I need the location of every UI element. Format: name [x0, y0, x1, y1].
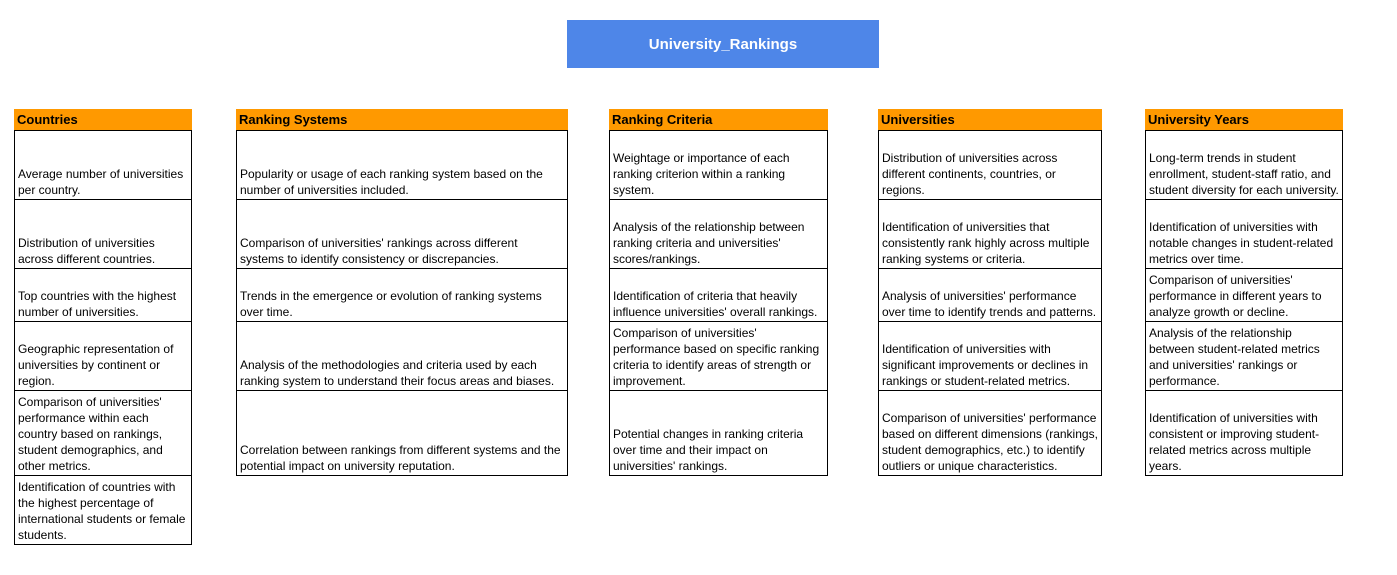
- row-text: Weightage or importance of each ranking …: [613, 151, 790, 197]
- row-text: Potential changes in ranking criteria ov…: [613, 427, 804, 473]
- table-row: Distribution of universities across diff…: [14, 200, 192, 269]
- table-header: Universities: [878, 109, 1102, 130]
- table-row: Correlation between rankings from differ…: [236, 391, 568, 476]
- table-ranking-systems: Ranking Systems Popularity or usage of e…: [236, 109, 568, 476]
- row-text: Correlation between rankings from differ…: [240, 443, 561, 473]
- table-header: Ranking Criteria: [609, 109, 828, 130]
- diagram-title: University_Rankings: [567, 20, 879, 68]
- table-header: Countries: [14, 109, 192, 130]
- row-text: Identification of universities with cons…: [1149, 411, 1320, 473]
- table-row: Identification of universities with sign…: [878, 322, 1102, 391]
- row-text: Identification of countries with the hig…: [18, 480, 186, 542]
- table-row: Top countries with the highest number of…: [14, 269, 192, 322]
- table-row: Identification of countries with the hig…: [14, 476, 192, 545]
- row-text: Distribution of universities across diff…: [18, 236, 156, 266]
- row-text: Geographic representation of universitie…: [18, 342, 174, 388]
- row-text: Identification of universities that cons…: [882, 220, 1090, 266]
- table-ranking-criteria: Ranking Criteria Weightage or importance…: [609, 109, 828, 476]
- table-row: Analysis of the relationship between stu…: [1145, 322, 1343, 391]
- row-text: Analysis of the relationship between ran…: [613, 220, 805, 266]
- table-header: University Years: [1145, 109, 1343, 130]
- table-row: Identification of universities with cons…: [1145, 391, 1343, 476]
- row-text: Comparison of universities' performance …: [882, 411, 1098, 473]
- row-text: Comparison of universities' performance …: [1149, 273, 1322, 319]
- table-row: Geographic representation of universitie…: [14, 322, 192, 391]
- row-text: Analysis of the relationship between stu…: [1149, 326, 1320, 388]
- row-text: Identification of universities with sign…: [882, 342, 1089, 388]
- table-row: Comparison of universities' rankings acr…: [236, 200, 568, 269]
- table-row: Identification of criteria that heavily …: [609, 269, 828, 322]
- table-row: Analysis of universities' performance ov…: [878, 269, 1102, 322]
- table-row: Weightage or importance of each ranking …: [609, 130, 828, 200]
- table-row: Long-term trends in student enrollment, …: [1145, 130, 1343, 200]
- table-header: Ranking Systems: [236, 109, 568, 130]
- table-row: Distribution of universities across diff…: [878, 130, 1102, 200]
- row-text: Top countries with the highest number of…: [18, 289, 177, 319]
- table-row: Identification of universities with nota…: [1145, 200, 1343, 269]
- table-row: Comparison of universities' performance …: [878, 391, 1102, 476]
- row-text: Identification of criteria that heavily …: [613, 289, 818, 319]
- table-row: Trends in the emergence or evolution of …: [236, 269, 568, 322]
- row-text: Comparison of universities' performance …: [18, 395, 163, 473]
- row-text: Long-term trends in student enrollment, …: [1149, 151, 1339, 197]
- table-row: Comparison of universities' performance …: [14, 391, 192, 476]
- table-row: Identification of universities that cons…: [878, 200, 1102, 269]
- row-text: Analysis of the methodologies and criter…: [240, 358, 555, 388]
- table-row: Average number of universities per count…: [14, 130, 192, 200]
- row-text: Popularity or usage of each ranking syst…: [240, 167, 543, 197]
- table-university-years: University Years Long-term trends in stu…: [1145, 109, 1343, 476]
- table-universities: Universities Distribution of universitie…: [878, 109, 1102, 476]
- row-text: Comparison of universities' performance …: [613, 326, 820, 388]
- table-row: Comparison of universities' performance …: [1145, 269, 1343, 322]
- row-text: Analysis of universities' performance ov…: [882, 289, 1097, 319]
- table-row: Popularity or usage of each ranking syst…: [236, 130, 568, 200]
- table-row: Analysis of the methodologies and criter…: [236, 322, 568, 391]
- row-text: Comparison of universities' rankings acr…: [240, 236, 518, 266]
- row-text: Trends in the emergence or evolution of …: [240, 289, 542, 319]
- row-text: Average number of universities per count…: [18, 167, 184, 197]
- table-countries: Countries Average number of universities…: [14, 109, 192, 545]
- table-row: Potential changes in ranking criteria ov…: [609, 391, 828, 476]
- table-row: Analysis of the relationship between ran…: [609, 200, 828, 269]
- row-text: Identification of universities with nota…: [1149, 220, 1334, 266]
- table-row: Comparison of universities' performance …: [609, 322, 828, 391]
- row-text: Distribution of universities across diff…: [882, 151, 1058, 197]
